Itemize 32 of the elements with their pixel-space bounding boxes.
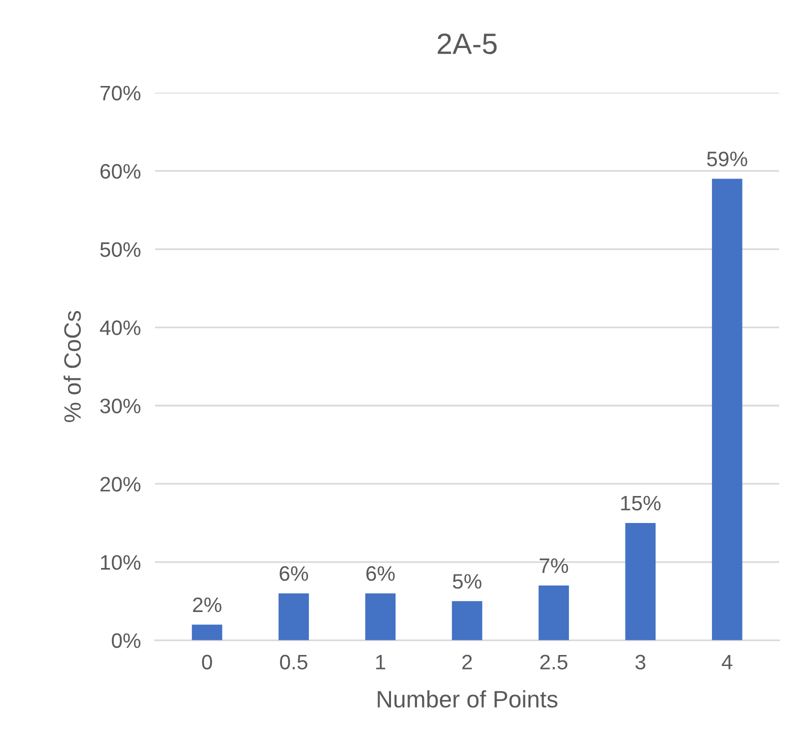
y-tick-label: 60% bbox=[100, 164, 140, 179]
chart-title: 2A-5 bbox=[438, 33, 497, 54]
y-tick-label: 10% bbox=[101, 555, 140, 570]
bar bbox=[192, 624, 222, 640]
bar bbox=[625, 522, 656, 640]
x-tick-label: 4 bbox=[722, 654, 732, 670]
x-tick-label: 0 bbox=[202, 654, 212, 670]
bar bbox=[452, 601, 482, 640]
y-tick-label: 50% bbox=[100, 242, 140, 257]
y-tick-label: 30% bbox=[100, 398, 140, 414]
data-label: 5% bbox=[452, 574, 482, 589]
y-tick-label: 0% bbox=[112, 633, 140, 648]
data-label: 6% bbox=[366, 566, 395, 581]
x-tick-label: 0.5 bbox=[280, 654, 308, 670]
data-label: 7% bbox=[540, 558, 568, 573]
bar bbox=[278, 593, 309, 640]
y-axis-title: % of CoCs bbox=[64, 310, 81, 422]
y-tick-label: 40% bbox=[100, 320, 140, 336]
x-tick-label: 2 bbox=[462, 654, 472, 670]
x-tick-label: 1 bbox=[376, 654, 386, 670]
data-label: 6% bbox=[280, 566, 308, 581]
data-label: 2% bbox=[193, 597, 222, 612]
y-tick-label: 70% bbox=[100, 86, 140, 101]
data-label: 59% bbox=[707, 152, 748, 166]
x-tick-label: 3 bbox=[635, 654, 646, 670]
bar bbox=[712, 178, 742, 640]
bar bbox=[365, 593, 396, 640]
data-label: 15% bbox=[621, 496, 661, 511]
x-tick-label: 2.5 bbox=[540, 654, 568, 670]
x-axis-title: Number of Points bbox=[378, 690, 558, 708]
bar bbox=[538, 586, 569, 640]
y-tick-label: 20% bbox=[100, 476, 140, 492]
